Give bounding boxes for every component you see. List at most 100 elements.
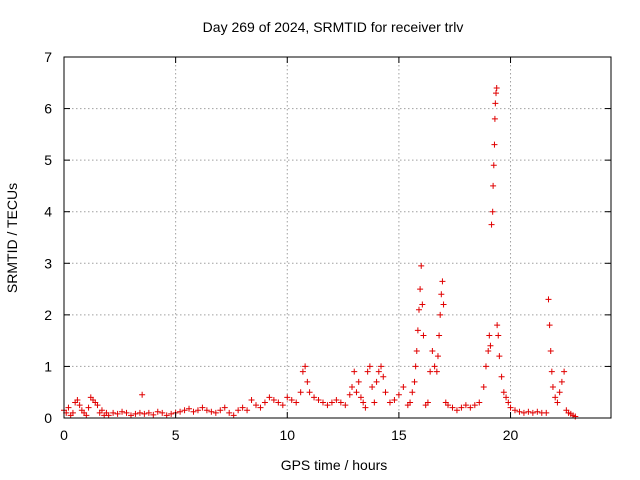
data-point — [400, 384, 407, 391]
data-point — [552, 394, 559, 401]
data-point — [168, 410, 175, 417]
data-point — [437, 311, 444, 318]
data-point — [342, 402, 349, 409]
data-point — [349, 384, 356, 391]
data-point — [253, 402, 260, 409]
data-point — [284, 394, 291, 401]
data-point — [433, 368, 440, 375]
x-tick-label: 10 — [279, 427, 295, 443]
plot-frame — [63, 56, 612, 419]
data-point — [494, 322, 501, 329]
data-point — [261, 399, 268, 406]
data-point — [480, 384, 487, 391]
data-point — [496, 353, 503, 360]
data-point — [208, 408, 215, 415]
x-tick-label: 20 — [503, 427, 519, 443]
x-tick-label: 5 — [172, 427, 180, 443]
data-point — [159, 409, 166, 416]
data-point — [306, 389, 313, 396]
data-point — [311, 394, 318, 401]
data-point — [434, 353, 441, 360]
y-tick-label: 1 — [44, 358, 52, 374]
data-point — [554, 399, 561, 406]
data-point — [297, 389, 304, 396]
data-point — [511, 407, 518, 414]
data-point — [270, 396, 277, 403]
data-point — [257, 404, 264, 411]
data-point — [375, 368, 382, 375]
data-point — [150, 411, 157, 418]
data-point — [503, 394, 510, 401]
data-point — [545, 296, 552, 303]
data-point — [328, 399, 335, 406]
data-point — [438, 291, 445, 298]
data-point — [351, 368, 358, 375]
data-point — [337, 399, 344, 406]
data-point — [333, 396, 340, 403]
data-point — [369, 384, 376, 391]
data-point — [493, 90, 500, 97]
y-tick-label: 4 — [44, 204, 52, 220]
data-point — [420, 332, 427, 339]
data-point — [556, 389, 563, 396]
data-point — [190, 408, 197, 415]
x-axis-label: GPS time / hours — [281, 457, 388, 473]
data-point — [230, 412, 237, 419]
data-point — [154, 408, 161, 415]
data-point — [69, 409, 76, 416]
data-point — [114, 410, 121, 417]
data-point — [439, 278, 446, 285]
data-point — [275, 399, 282, 406]
data-point — [366, 363, 373, 370]
data-point — [364, 368, 371, 375]
data-point — [520, 409, 527, 416]
data-point — [449, 404, 456, 411]
data-point — [546, 322, 553, 329]
data-point — [279, 402, 286, 409]
data-point — [488, 221, 495, 228]
data-point — [386, 399, 393, 406]
data-point — [543, 409, 550, 416]
data-point — [547, 347, 554, 354]
data-point — [445, 402, 452, 409]
data-point — [424, 399, 431, 406]
data-point — [427, 368, 434, 375]
data-point — [346, 391, 353, 398]
data-point — [418, 262, 425, 269]
data-point — [500, 389, 507, 396]
data-point — [177, 408, 184, 415]
data-point — [83, 412, 90, 419]
data-point — [417, 286, 424, 293]
data-point — [440, 301, 447, 308]
data-point — [485, 347, 492, 354]
data-point — [507, 404, 514, 411]
data-point — [529, 409, 536, 416]
data-point — [382, 389, 389, 396]
data-point — [490, 182, 497, 189]
data-point — [123, 409, 130, 416]
data-point — [487, 342, 494, 349]
data-point — [436, 332, 443, 339]
data-point — [467, 404, 474, 411]
data-point — [110, 409, 117, 416]
data-point — [304, 378, 311, 385]
data-point — [226, 409, 233, 416]
data-point — [221, 404, 228, 411]
data-point — [139, 391, 146, 398]
y-tick-label: 0 — [44, 410, 52, 426]
data-point — [65, 404, 72, 411]
data-point — [415, 306, 422, 313]
data-point — [181, 407, 188, 414]
data-point — [373, 378, 380, 385]
data-point — [98, 407, 105, 414]
data-point — [288, 396, 295, 403]
data-point — [429, 347, 436, 354]
data-point — [239, 404, 246, 411]
data-point — [380, 373, 387, 380]
data-point — [409, 389, 416, 396]
data-point — [194, 407, 201, 414]
axis-ticks: 0 1 2 3 4 5 6 7 0 5 10 15 20 — [44, 49, 611, 443]
y-tick-label: 7 — [44, 49, 52, 65]
chart-title: Day 269 of 2024, SRMTID for receiver trl… — [203, 19, 464, 35]
data-point — [163, 412, 170, 419]
